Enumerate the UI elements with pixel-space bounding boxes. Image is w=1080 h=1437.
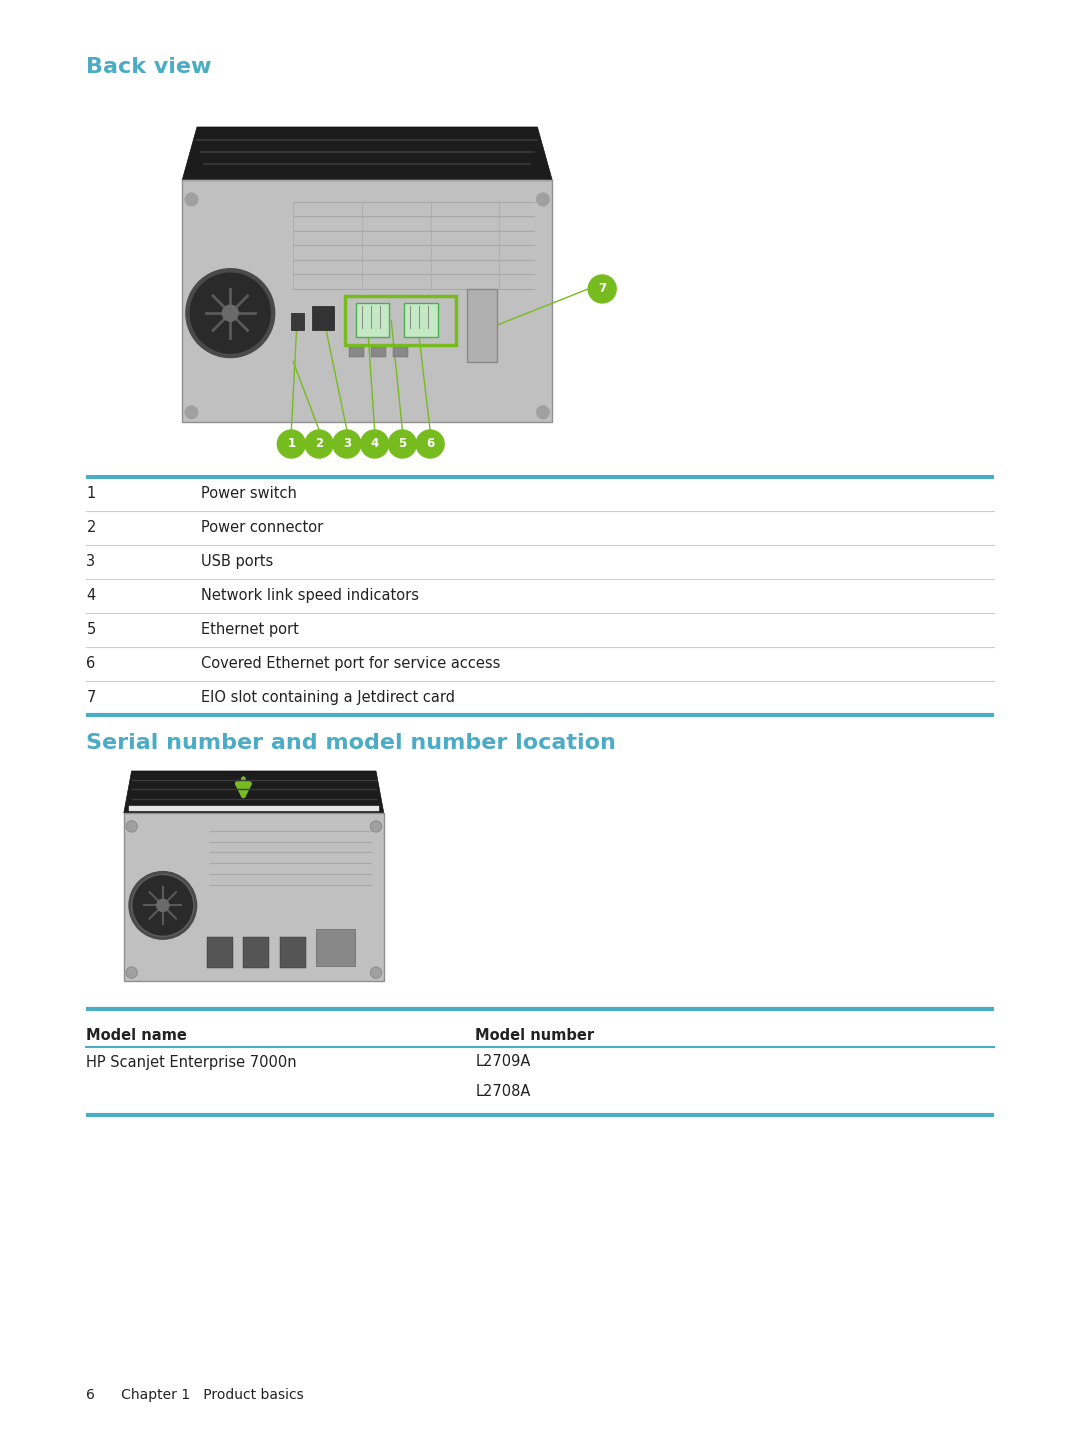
Circle shape <box>157 900 168 911</box>
FancyBboxPatch shape <box>404 303 437 338</box>
Polygon shape <box>183 126 552 180</box>
FancyBboxPatch shape <box>183 180 552 422</box>
Text: 5: 5 <box>399 437 406 451</box>
Text: 7: 7 <box>598 283 606 296</box>
Circle shape <box>186 269 274 358</box>
Text: EIO slot containing a Jetdirect card: EIO slot containing a Jetdirect card <box>201 691 456 706</box>
Circle shape <box>126 967 137 979</box>
Circle shape <box>370 821 381 832</box>
FancyBboxPatch shape <box>292 313 305 331</box>
Text: Serial number and model number location: Serial number and model number location <box>86 733 617 753</box>
Text: Model name: Model name <box>86 1027 187 1042</box>
Circle shape <box>222 305 239 320</box>
Text: Covered Ethernet port for service access: Covered Ethernet port for service access <box>201 657 501 671</box>
FancyBboxPatch shape <box>124 813 383 981</box>
Circle shape <box>389 430 417 458</box>
Text: Power connector: Power connector <box>201 520 324 536</box>
Circle shape <box>185 405 198 420</box>
FancyBboxPatch shape <box>370 346 386 356</box>
Text: 1: 1 <box>86 487 96 502</box>
Circle shape <box>537 405 550 420</box>
Text: 7: 7 <box>86 691 96 706</box>
Text: L2708A: L2708A <box>475 1085 530 1099</box>
Circle shape <box>370 967 381 979</box>
Text: Back view: Back view <box>86 57 212 78</box>
Text: Model number: Model number <box>475 1027 594 1042</box>
Circle shape <box>537 193 550 205</box>
Text: USB ports: USB ports <box>201 555 273 569</box>
FancyBboxPatch shape <box>356 303 390 338</box>
FancyBboxPatch shape <box>316 928 355 966</box>
Circle shape <box>278 430 306 458</box>
Text: 3: 3 <box>342 437 351 451</box>
FancyBboxPatch shape <box>280 937 306 967</box>
Circle shape <box>126 821 137 832</box>
Text: 5: 5 <box>86 622 96 638</box>
Text: 4: 4 <box>370 437 379 451</box>
FancyBboxPatch shape <box>243 937 269 967</box>
Circle shape <box>129 872 197 940</box>
Text: 6: 6 <box>86 657 96 671</box>
Text: Power switch: Power switch <box>201 487 297 502</box>
FancyBboxPatch shape <box>129 806 379 810</box>
Polygon shape <box>124 772 383 813</box>
Text: 6      Chapter 1   Product basics: 6 Chapter 1 Product basics <box>86 1388 305 1403</box>
FancyBboxPatch shape <box>468 289 497 362</box>
Circle shape <box>416 430 444 458</box>
FancyBboxPatch shape <box>207 937 233 967</box>
Text: Network link speed indicators: Network link speed indicators <box>201 589 419 604</box>
FancyBboxPatch shape <box>312 306 334 331</box>
Text: 4: 4 <box>86 589 96 604</box>
Circle shape <box>185 193 198 205</box>
Circle shape <box>190 273 270 354</box>
Text: 2: 2 <box>86 520 96 536</box>
Text: 1: 1 <box>287 437 296 451</box>
Circle shape <box>306 430 333 458</box>
Circle shape <box>589 274 617 303</box>
FancyBboxPatch shape <box>393 346 408 356</box>
Text: HP Scanjet Enterprise 7000n: HP Scanjet Enterprise 7000n <box>86 1055 297 1069</box>
Circle shape <box>361 430 389 458</box>
Circle shape <box>333 430 361 458</box>
Text: Ethernet port: Ethernet port <box>201 622 299 638</box>
Text: 6: 6 <box>426 437 434 451</box>
Circle shape <box>133 875 193 935</box>
Text: L2709A: L2709A <box>475 1055 530 1069</box>
Text: 3: 3 <box>86 555 95 569</box>
FancyBboxPatch shape <box>349 346 364 356</box>
Text: 2: 2 <box>315 437 323 451</box>
